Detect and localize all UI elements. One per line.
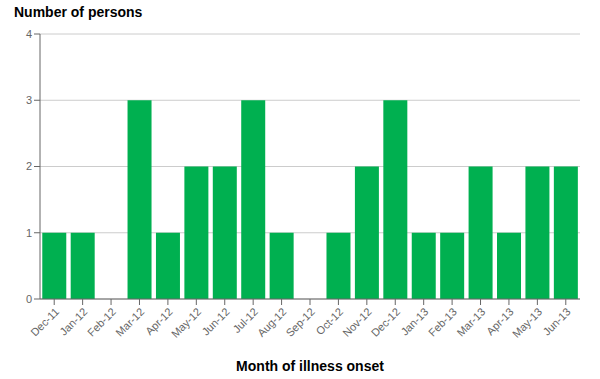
- svg-text:Aug-12: Aug-12: [255, 305, 289, 339]
- svg-text:Mar-12: Mar-12: [113, 305, 146, 338]
- svg-text:May-13: May-13: [510, 305, 544, 339]
- svg-text:Jan-13: Jan-13: [398, 305, 430, 337]
- svg-text:Dec-11: Dec-11: [28, 305, 61, 338]
- svg-text:Dec-12: Dec-12: [369, 305, 403, 339]
- svg-text:Mar-13: Mar-13: [454, 305, 487, 338]
- svg-text:Sep-12: Sep-12: [283, 305, 317, 339]
- svg-text:Feb-12: Feb-12: [85, 305, 118, 338]
- svg-text:Feb-13: Feb-13: [426, 305, 459, 338]
- svg-text:Nov-12: Nov-12: [340, 305, 374, 339]
- svg-text:Apr-12: Apr-12: [143, 305, 175, 338]
- svg-text:0: 0: [26, 293, 32, 305]
- svg-text:2: 2: [26, 160, 32, 172]
- svg-text:Jun-12: Jun-12: [199, 305, 231, 337]
- svg-text:Jun-13: Jun-13: [540, 305, 572, 337]
- svg-text:Jul-12: Jul-12: [230, 305, 261, 336]
- svg-text:Oct-12: Oct-12: [314, 305, 346, 337]
- svg-text:1: 1: [26, 227, 32, 239]
- svg-text:Jan-12: Jan-12: [57, 305, 89, 337]
- html-text:Number of persons: Number of persons: [14, 4, 143, 20]
- svg-text:Month of illness onset: Month of illness onset: [236, 358, 384, 374]
- svg-text:May-12: May-12: [169, 305, 203, 339]
- svg-text:Apr-13: Apr-13: [484, 305, 516, 338]
- svg-text:4: 4: [26, 28, 32, 40]
- svg-text:3: 3: [26, 94, 32, 106]
